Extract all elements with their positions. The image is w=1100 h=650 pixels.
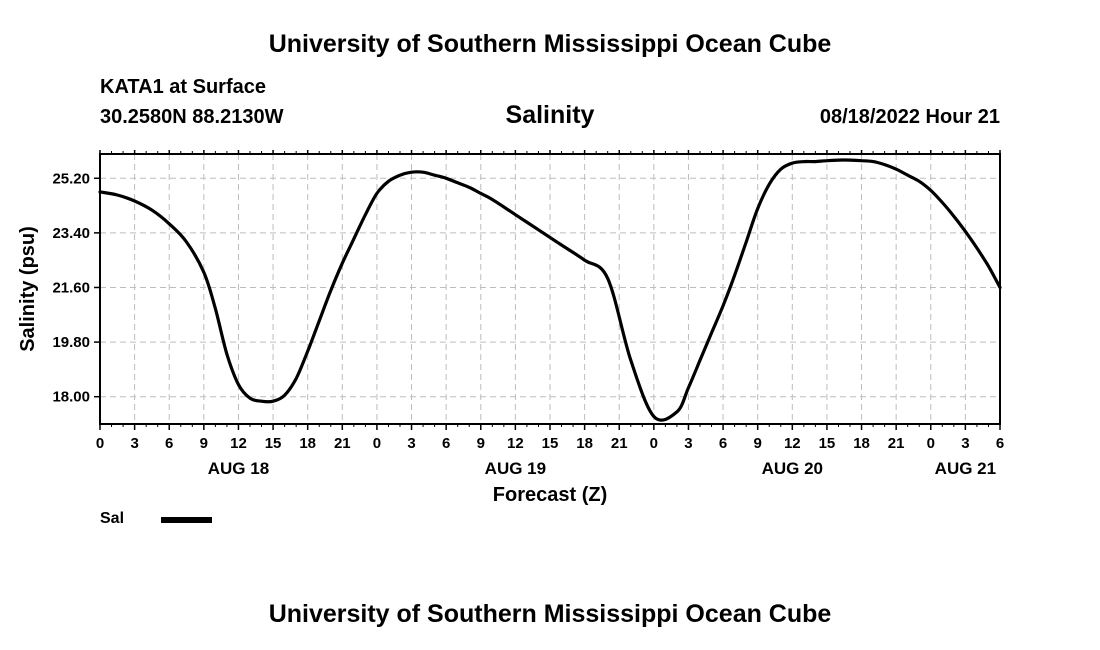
x-tick-label: 18 (299, 435, 316, 452)
x-tick-label: 12 (507, 435, 524, 452)
x-axis: 0 3 6 9 12 15 18 21 0 3 6 9 12 15 18 21 0 3 6 9 12 15 18 21 0 3 6A… (96, 150, 1004, 478)
x-tick-label: 3 (407, 435, 415, 452)
x-tick-label: 3 (961, 435, 969, 452)
x-tick-label: 21 (334, 435, 351, 452)
x-tick-label: 0 (373, 435, 381, 452)
legend-swatch (161, 517, 212, 523)
forecast-datetime: 08/18/2022 Hour 21 (819, 106, 1000, 128)
station-label: KATA1 at Surface (100, 76, 266, 98)
x-tick-label: 12 (784, 435, 801, 452)
x-tick-label: 21 (611, 435, 628, 452)
x-tick-label: 6 (719, 435, 727, 452)
x-tick-label: 0 (96, 435, 104, 452)
x-tick-label: 9 (754, 435, 762, 452)
y-tick-label: 23.40 (52, 225, 90, 242)
date-label: AUG 19 (485, 459, 546, 478)
x-tick-label: 0 (927, 435, 935, 452)
x-tick-label: 3 (684, 435, 692, 452)
y-tick-label: 25.20 (52, 170, 90, 187)
date-label: AUG 21 (935, 459, 996, 478)
x-tick-label: 6 (996, 435, 1004, 452)
y-tick-label: 21.60 (52, 279, 90, 296)
y-axis: 18.00 19.80 21.60 23.40 25.20 (52, 170, 100, 406)
date-label: AUG 20 (762, 459, 823, 478)
y-tick-label: 19.80 (52, 334, 90, 351)
legend-label: Sal (100, 510, 125, 527)
x-tick-label: 6 (442, 435, 450, 452)
x-tick-label: 12 (230, 435, 247, 452)
x-tick-label: 9 (477, 435, 485, 452)
x-tick-label: 18 (576, 435, 593, 452)
x-tick-label: 18 (853, 435, 870, 452)
date-label: AUG 18 (208, 459, 269, 478)
page-title: University of Southern Mississippi Ocean… (268, 30, 832, 58)
x-tick-label: 6 (165, 435, 173, 452)
x-tick-label: 15 (542, 435, 559, 452)
footer-title: University of Southern Mississippi Ocean… (268, 600, 832, 628)
coordinates-label: 30.2580N 88.2130W (100, 106, 284, 128)
x-tick-label: 3 (130, 435, 138, 452)
y-axis-label: Salinity (psu) (17, 226, 39, 352)
x-tick-label: 21 (888, 435, 905, 452)
series-layer (98, 158, 1002, 422)
series-line-sal (98, 158, 1002, 422)
x-tick-label: 9 (200, 435, 208, 452)
x-tick-label: 15 (265, 435, 282, 452)
chart-title: Salinity (505, 101, 595, 129)
x-axis-label: Forecast (Z) (493, 484, 607, 506)
x-tick-label: 15 (819, 435, 836, 452)
x-tick-label: 0 (650, 435, 658, 452)
grid (100, 154, 1000, 424)
y-tick-label: 18.00 (52, 389, 90, 406)
